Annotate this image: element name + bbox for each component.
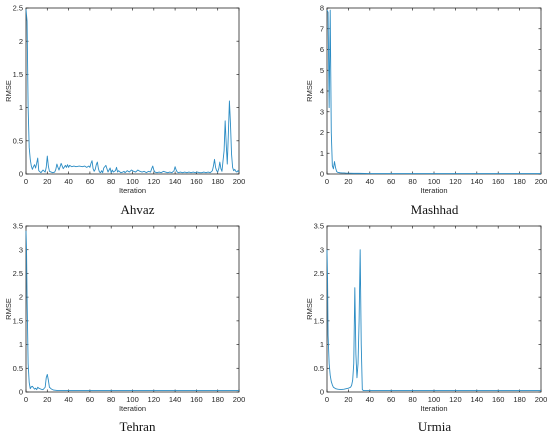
chart-panel-tehran: 0 20 40 60 80 100 120 140 160 180 200 0 0.5 1 1.5 2 2.5 3… [4,222,245,413]
y-tick-label: 2.5 [13,4,23,13]
x-tick-label: 0 [24,395,28,404]
x-tick-label: 20 [43,395,51,404]
x-tick-label: 100 [428,395,441,404]
x-tick-label: 120 [148,177,161,186]
x-tick-label: 200 [233,177,246,186]
plot-area [25,225,240,393]
y-axis-label: RMSE [305,80,314,102]
panel-caption-tehran: Tehran [119,419,156,434]
plot-area [25,7,240,175]
y-tick-label: 3 [19,245,23,254]
x-tick-label: 40 [366,177,374,186]
y-tick-label: 2 [19,37,23,46]
x-tick-label: 120 [449,395,462,404]
y-tick-label: 0.5 [13,136,23,145]
x-tick-label: 200 [233,395,246,404]
y-axis-label: RMSE [4,80,13,102]
x-tick-label: 180 [513,177,526,186]
rmse-line [326,9,541,175]
y-tick-label: 1 [320,340,324,349]
x-tick-label: 140 [471,177,484,186]
x-tick-label: 160 [492,177,505,186]
x-tick-label: 40 [366,395,374,404]
y-tick-label: 2.5 [314,269,324,278]
x-axis-label: Iteration [420,186,447,195]
x-tick-label: 40 [64,395,72,404]
x-tick-label: 80 [408,177,416,186]
y-tick-label: 1 [19,103,23,112]
x-tick-label: 20 [43,177,51,186]
x-tick-label: 20 [344,395,352,404]
x-tick-label: 120 [148,395,161,404]
y-tick-label: 3.5 [314,222,324,231]
chart-panel-urmia: 0 20 40 60 80 100 120 140 160 180 200 0 0.5 1 1.5 2 2.5 3… [305,222,547,413]
y-tick-label: 0 [19,388,23,397]
x-tick-label: 200 [535,395,548,404]
x-axis-label: Iteration [420,404,447,413]
y-tick-label: 8 [320,4,324,13]
rmse-line [326,249,541,392]
panel-caption-mashhad: Mashhad [410,202,459,217]
x-tick-label: 200 [535,177,548,186]
y-tick-label: 5 [320,66,324,75]
x-tick-label: 140 [471,395,484,404]
y-tick-label: 4 [320,87,324,96]
x-tick-label: 0 [24,177,28,186]
x-tick-label: 180 [211,395,224,404]
x-tick-label: 120 [449,177,462,186]
rmse-line [25,9,240,174]
y-tick-label: 1.5 [13,70,23,79]
x-axis-label: Iteration [119,404,146,413]
y-tick-label: 2.5 [13,269,23,278]
x-tick-label: 40 [64,177,72,186]
x-tick-label: 140 [169,177,182,186]
x-tick-label: 60 [387,177,395,186]
x-tick-label: 100 [126,395,139,404]
y-tick-label: 3 [320,107,324,116]
x-tick-label: 80 [107,177,115,186]
y-tick-label: 1.5 [314,316,324,325]
x-tick-label: 160 [492,395,505,404]
y-tick-label: 1.5 [13,316,23,325]
y-tick-label: 1 [320,149,324,158]
y-tick-label: 0 [320,388,324,397]
y-tick-label: 2 [320,293,324,302]
x-tick-label: 60 [86,395,94,404]
x-axis-label: Iteration [119,186,146,195]
y-tick-label: 3 [320,245,324,254]
y-tick-label: 7 [320,24,324,33]
x-tick-label: 140 [169,395,182,404]
panel-caption-urmia: Urmia [417,419,452,434]
x-tick-label: 0 [325,177,329,186]
y-axis-label: RMSE [305,298,314,320]
x-tick-label: 180 [513,395,526,404]
x-tick-label: 160 [190,177,203,186]
x-tick-label: 0 [325,395,329,404]
x-tick-label: 60 [86,177,94,186]
y-tick-label: 0 [320,170,324,179]
x-tick-label: 100 [428,177,441,186]
x-tick-label: 80 [107,395,115,404]
x-tick-label: 180 [211,177,224,186]
y-tick-label: 3.5 [13,222,23,231]
x-tick-label: 100 [126,177,139,186]
chart-panel-ahvaz: 0 20 40 60 80 100 120 140 160 180 200 0 0.5 1 1.5 2 2.5 I… [4,4,245,195]
plot-area [326,7,542,175]
x-tick-label: 60 [387,395,395,404]
x-tick-label: 160 [190,395,203,404]
y-tick-label: 0 [19,170,23,179]
y-axis-label: RMSE [4,298,13,320]
y-tick-label: 0.5 [314,364,324,373]
y-tick-label: 1 [19,340,23,349]
x-tick-label: 20 [344,177,352,186]
y-tick-label: 2 [19,293,23,302]
y-tick-label: 6 [320,45,324,54]
y-tick-label: 0.5 [13,364,23,373]
chart-panel-mashhad: 0 20 40 60 80 100 120 140 160 180 200 0 1 2 3 4 5 6 7 8 Iter… [305,4,547,195]
rmse-line [25,230,239,392]
panel-caption-ahvaz: Ahvaz [120,202,155,217]
y-tick-label: 2 [320,128,324,137]
x-tick-label: 80 [408,395,416,404]
